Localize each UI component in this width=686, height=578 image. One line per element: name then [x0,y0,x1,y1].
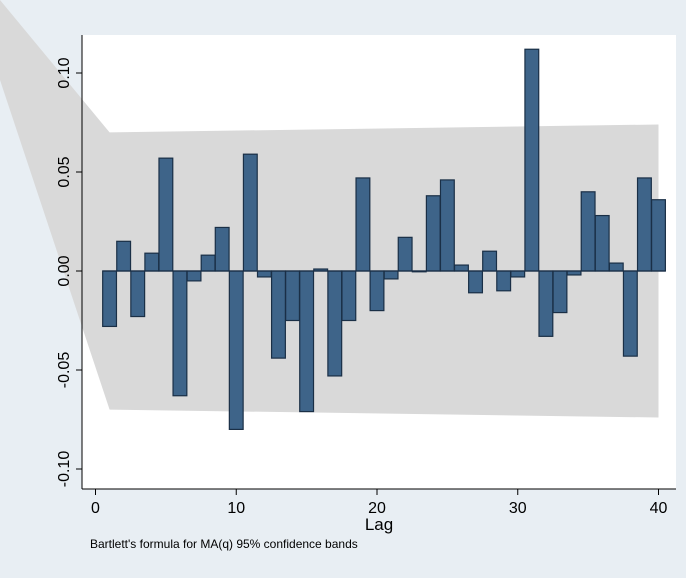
bar-lag-32 [538,270,554,337]
bar-lag-2 [116,240,132,272]
bar-lag-29 [496,270,512,292]
bar-lag-36 [594,214,610,272]
bar-lag-40 [650,199,666,272]
x-axis-ticks: 0 10 20 30 40 [91,489,668,517]
bar-lag-13 [270,270,286,359]
bar-lag-1 [102,270,118,328]
bar-lag-35 [580,191,596,272]
bar-lag-21 [383,270,399,280]
bar-lag-18 [341,270,357,322]
bar-lag-28 [482,250,498,272]
bar-lag-20 [369,270,385,312]
x-tick-label: 40 [650,500,668,517]
bar-lag-19 [355,177,371,272]
y-axis-ticks: -0.10 -0.05 0.00 0.05 0.10 [56,57,82,487]
bar-lag-6 [172,270,188,397]
bar-lag-33 [552,270,568,314]
bar-lag-38 [622,270,638,357]
bar-lag-24 [425,195,441,272]
bar-lag-30 [510,270,526,278]
bars-group [102,48,666,430]
x-tick-label: 30 [509,500,527,517]
bar-lag-7 [186,270,202,282]
confidence-band [0,0,659,418]
x-axis-title: Lag [365,515,393,534]
y-tick-label: 0.10 [56,57,73,88]
bar-lag-22 [397,236,413,272]
x-tick-label: 10 [227,500,245,517]
bar-lag-27 [468,270,484,294]
bar-lag-12 [256,270,272,278]
bar-lag-9 [214,226,230,272]
x-tick-label: 20 [368,500,386,517]
bar-lag-14 [285,270,301,322]
y-tick-label: 0.00 [56,255,73,286]
bar-lag-17 [327,270,343,377]
bar-lag-4 [144,252,160,272]
y-tick-label: -0.10 [56,451,73,488]
x-tick-label: 0 [91,500,100,517]
bar-lag-39 [636,177,652,272]
bar-lag-8 [200,254,216,272]
bar-lag-5 [158,157,174,272]
bar-lag-10 [228,270,244,430]
bar-lag-31 [524,48,540,272]
bar-lag-25 [439,179,455,272]
bar-lag-26 [453,264,469,272]
y-tick-label: 0.05 [56,156,73,187]
bar-lag-11 [242,153,258,272]
bar-lag-15 [299,270,315,413]
bar-lag-3 [130,270,146,318]
y-tick-label: -0.05 [56,352,73,389]
bar-lag-37 [608,262,624,272]
chart-note: Bartlett's formula for MA(q) 95% confide… [90,537,358,551]
